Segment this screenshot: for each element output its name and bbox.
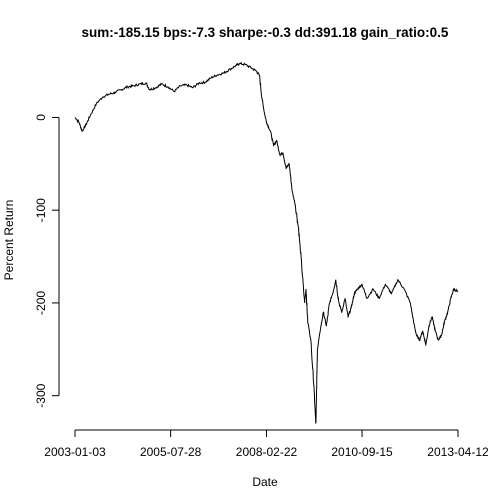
- y-tick-label: -100: [34, 198, 48, 222]
- y-tick-label: -300: [34, 383, 48, 407]
- x-tick-label: 2003-01-03: [44, 445, 106, 459]
- series-line: [74, 61, 459, 424]
- y-axis: 0 -100 -200 -300: [34, 114, 60, 408]
- x-tick-label: 2010-09-15: [331, 445, 393, 459]
- x-tick-label: 2005-07-28: [140, 445, 202, 459]
- x-axis-label: Date: [252, 475, 278, 489]
- y-tick-label: -200: [34, 291, 48, 315]
- x-axis: 2003-01-03 2005-07-28 2008-02-22 2010-09-15…: [44, 429, 489, 459]
- plot-area: [74, 61, 459, 424]
- y-tick-label: 0: [34, 114, 48, 121]
- y-axis-label: Percent Return: [2, 200, 16, 281]
- x-tick-label: 2008-02-22: [236, 445, 298, 459]
- chart-title: sum:-185.15 bps:-7.3 sharpe:-0.3 dd:391.…: [82, 25, 449, 40]
- x-tick-label: 2013-04-12: [427, 445, 489, 459]
